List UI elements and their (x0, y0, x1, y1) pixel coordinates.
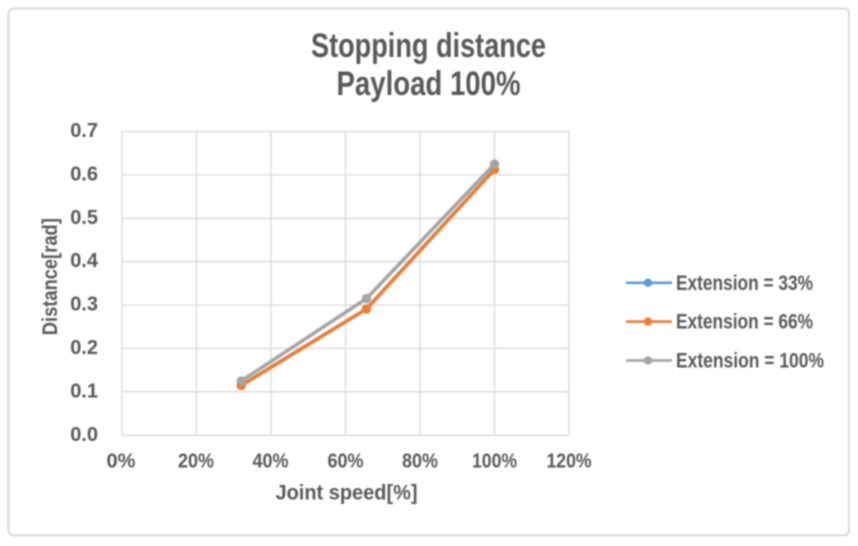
svg-text:80%: 80% (402, 450, 438, 472)
svg-text:60%: 60% (328, 450, 364, 472)
svg-text:Extension = 66%: Extension = 66% (676, 311, 813, 334)
svg-text:0%: 0% (107, 450, 136, 472)
svg-text:0.3: 0.3 (70, 294, 98, 316)
svg-text:Extension = 100%: Extension = 100% (676, 349, 824, 372)
svg-text:100%: 100% (472, 450, 517, 472)
svg-text:Joint speed[%]: Joint speed[%] (276, 482, 418, 505)
svg-text:Extension = 33%: Extension = 33% (676, 272, 813, 295)
svg-text:Payload 100%: Payload 100% (337, 65, 521, 103)
svg-text:Stopping distance: Stopping distance (311, 27, 546, 65)
svg-text:Distance[rad]: Distance[rad] (39, 218, 62, 335)
svg-text:0.1: 0.1 (70, 380, 98, 402)
svg-text:0.5: 0.5 (70, 207, 98, 229)
svg-text:0.2: 0.2 (70, 337, 98, 359)
svg-text:0.4: 0.4 (70, 250, 99, 272)
svg-text:120%: 120% (547, 450, 592, 472)
svg-text:0.7: 0.7 (70, 120, 98, 142)
svg-text:40%: 40% (253, 450, 289, 472)
svg-text:20%: 20% (178, 450, 214, 472)
svg-text:0.6: 0.6 (70, 163, 98, 185)
svg-text:0.0: 0.0 (70, 424, 98, 446)
